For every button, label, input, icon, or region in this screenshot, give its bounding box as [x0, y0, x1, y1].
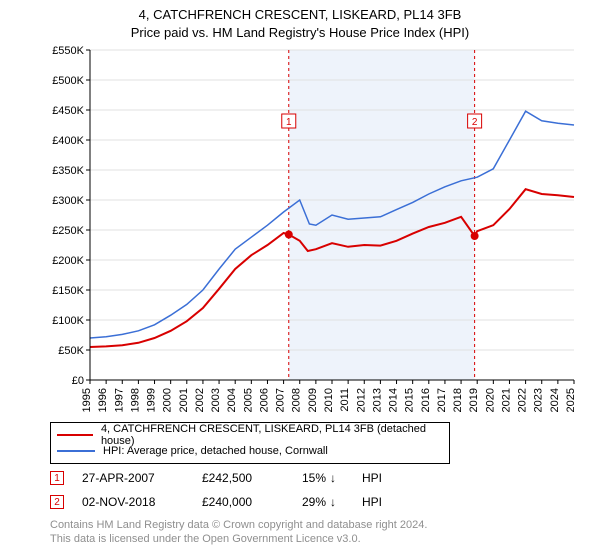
svg-text:1997: 1997	[113, 388, 125, 412]
svg-text:2: 2	[472, 117, 478, 128]
svg-text:1998: 1998	[129, 388, 141, 412]
title-subtitle: Price paid vs. HM Land Registry's House …	[0, 24, 600, 42]
svg-text:1996: 1996	[97, 388, 109, 412]
svg-text:1999: 1999	[146, 388, 158, 412]
svg-text:2023: 2023	[533, 388, 545, 412]
sales-table: 1 27-APR-2007 £242,500 15% ↓ HPI 2 02-NO…	[50, 466, 402, 514]
svg-text:2004: 2004	[226, 388, 238, 412]
footnote-line: Contains HM Land Registry data © Crown c…	[50, 518, 427, 532]
svg-text:2012: 2012	[355, 388, 367, 412]
svg-text:£300K: £300K	[52, 195, 84, 207]
arrow-down-icon: ↓	[330, 495, 336, 509]
sale-diff-pct: 15%	[302, 471, 326, 485]
svg-text:2001: 2001	[178, 388, 190, 412]
sale-diff: 15% ↓	[302, 471, 362, 485]
svg-text:£50K: £50K	[58, 345, 84, 357]
chart-container: 4, CATCHFRENCH CRESCENT, LISKEARD, PL14 …	[0, 0, 600, 560]
svg-text:2002: 2002	[194, 388, 206, 412]
svg-text:2010: 2010	[323, 388, 335, 412]
sale-row: 1 27-APR-2007 £242,500 15% ↓ HPI	[50, 466, 402, 490]
svg-text:2014: 2014	[388, 388, 400, 412]
svg-text:£0: £0	[72, 375, 84, 387]
svg-text:2021: 2021	[500, 388, 512, 412]
svg-text:2022: 2022	[517, 388, 529, 412]
svg-text:£550K: £550K	[52, 45, 84, 57]
line-chart: £0 £50K £100K £150K £200K £250K £300K £350K £400…	[50, 44, 580, 414]
sale-marker-2: 2	[50, 495, 64, 509]
sale-row: 2 02-NOV-2018 £240,000 29% ↓ HPI	[50, 490, 402, 514]
svg-text:2007: 2007	[275, 388, 287, 412]
svg-text:£100K: £100K	[52, 315, 84, 327]
svg-text:£200K: £200K	[52, 255, 84, 267]
svg-text:2025: 2025	[565, 388, 577, 412]
svg-text:£150K: £150K	[52, 285, 84, 297]
svg-text:£250K: £250K	[52, 225, 84, 237]
sale-diff-pct: 29%	[302, 495, 326, 509]
legend: 4, CATCHFRENCH CRESCENT, LISKEARD, PL14 …	[50, 422, 450, 464]
svg-text:£350K: £350K	[52, 165, 84, 177]
svg-text:2013: 2013	[371, 388, 383, 412]
sale-hpi-label: HPI	[362, 495, 402, 509]
svg-text:2018: 2018	[452, 388, 464, 412]
footnote: Contains HM Land Registry data © Crown c…	[50, 518, 427, 547]
svg-text:2015: 2015	[404, 388, 416, 412]
footnote-line: This data is licensed under the Open Gov…	[50, 532, 427, 546]
svg-text:2009: 2009	[307, 388, 319, 412]
sale-date: 02-NOV-2018	[82, 495, 202, 509]
title-block: 4, CATCHFRENCH CRESCENT, LISKEARD, PL14 …	[0, 0, 600, 41]
svg-text:2008: 2008	[291, 388, 303, 412]
legend-label: 4, CATCHFRENCH CRESCENT, LISKEARD, PL14 …	[101, 423, 443, 447]
sale-price: £240,000	[202, 495, 302, 509]
sale-hpi-label: HPI	[362, 471, 402, 485]
legend-swatch	[57, 450, 95, 452]
svg-text:2017: 2017	[436, 388, 448, 412]
legend-label: HPI: Average price, detached house, Corn…	[103, 445, 328, 457]
svg-text:2019: 2019	[468, 388, 480, 412]
svg-text:2000: 2000	[162, 388, 174, 412]
svg-text:2005: 2005	[242, 388, 254, 412]
svg-text:2016: 2016	[420, 388, 432, 412]
legend-swatch	[57, 434, 93, 436]
svg-text:£500K: £500K	[52, 75, 84, 87]
svg-text:2020: 2020	[484, 388, 496, 412]
sale-diff: 29% ↓	[302, 495, 362, 509]
svg-text:£400K: £400K	[52, 135, 84, 147]
svg-text:2024: 2024	[549, 388, 561, 412]
sale-date: 27-APR-2007	[82, 471, 202, 485]
svg-text:1: 1	[286, 117, 292, 128]
svg-text:2006: 2006	[258, 388, 270, 412]
legend-row: 4, CATCHFRENCH CRESCENT, LISKEARD, PL14 …	[57, 427, 443, 443]
sale-price: £242,500	[202, 471, 302, 485]
svg-text:1995: 1995	[81, 388, 93, 412]
title-address: 4, CATCHFRENCH CRESCENT, LISKEARD, PL14 …	[0, 6, 600, 24]
svg-text:£450K: £450K	[52, 105, 84, 117]
chart-area: £0 £50K £100K £150K £200K £250K £300K £350K £400…	[50, 44, 580, 414]
arrow-down-icon: ↓	[330, 471, 336, 485]
sale-marker-1: 1	[50, 471, 64, 485]
svg-text:2003: 2003	[210, 388, 222, 412]
svg-text:2011: 2011	[339, 388, 351, 412]
